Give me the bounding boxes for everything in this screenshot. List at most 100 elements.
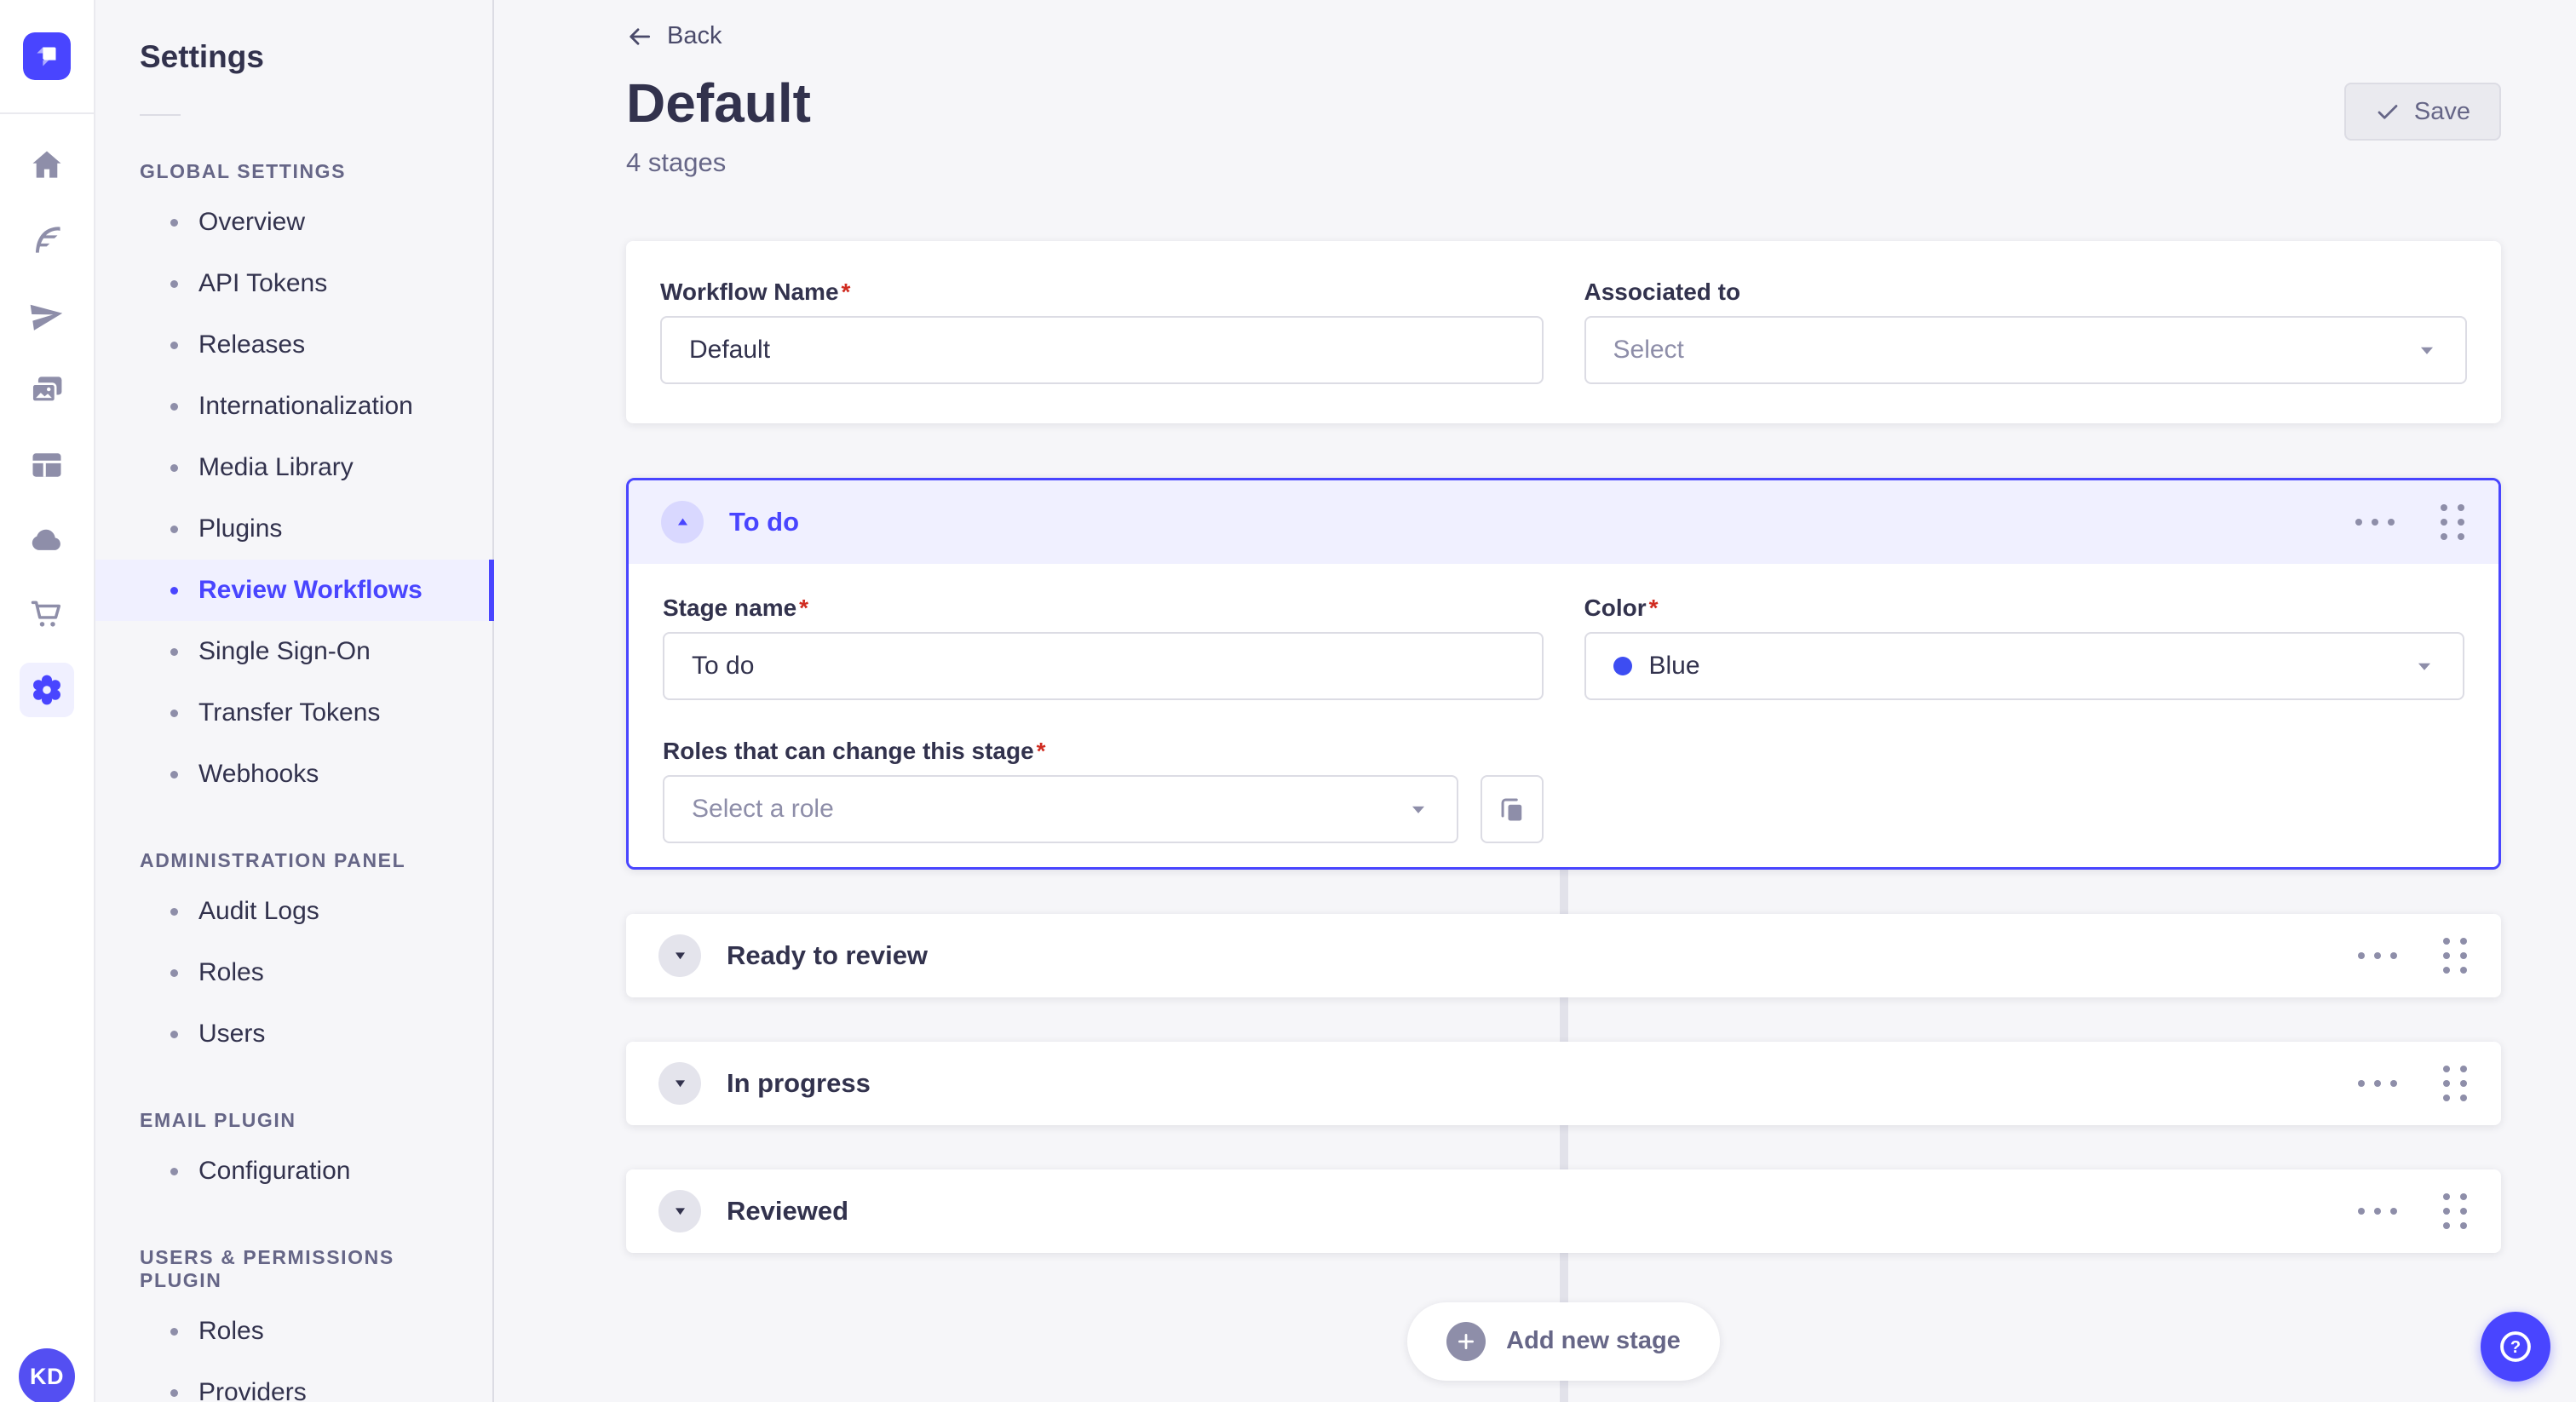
section-users-permissions-plugin: USERS & PERMISSIONS PLUGIN — [140, 1246, 394, 1291]
stage-header-to-do: To do — [629, 480, 2498, 564]
page-title: Default — [626, 72, 811, 134]
required-asterisk: * — [1648, 594, 1659, 621]
sidebar-title: Settings — [140, 39, 264, 74]
settings-gear-icon[interactable] — [20, 663, 74, 717]
arrow-left-icon — [630, 27, 651, 45]
stage-actions — [2355, 1060, 2469, 1106]
associated-to-select[interactable]: Select — [1584, 315, 2467, 384]
triangle-down-icon — [675, 1080, 685, 1088]
workflow-name-input[interactable] — [660, 315, 1544, 384]
expand-stage-button[interactable] — [658, 934, 701, 977]
strapi-logo[interactable] — [23, 32, 71, 80]
sidebar-title-divider — [140, 114, 181, 116]
stage-options-menu-icon[interactable] — [2355, 1199, 2401, 1223]
sidebar-item-single-sign-on[interactable]: Single Sign-On — [95, 621, 492, 682]
sidebar-item-audit-logs[interactable]: Audit Logs — [95, 881, 492, 942]
sidebar-item-releases[interactable]: Releases — [95, 314, 492, 376]
workflow-name-field-group: Workflow Name * — [660, 279, 1544, 384]
stage-actions — [2355, 933, 2469, 979]
bullet-icon — [170, 279, 178, 288]
bullet-icon — [170, 968, 178, 977]
main-content: Back Default 4 stages Save Workflow Name… — [494, 0, 2576, 1402]
add-stage-row: Add new stage — [626, 1301, 2501, 1381]
svg-text:?: ? — [2510, 1338, 2521, 1357]
check-icon — [2378, 105, 2398, 119]
chevron-down-icon — [2418, 663, 2431, 670]
roles-select[interactable]: Select a role — [663, 774, 1458, 843]
stage-options-menu-icon[interactable] — [2352, 510, 2398, 534]
duplicate-stage-button[interactable] — [1480, 774, 1544, 843]
content-manager-feather-icon[interactable] — [20, 213, 74, 267]
section-global-settings: GLOBAL SETTINGS — [140, 160, 347, 182]
sidebar-item-internationalization[interactable]: Internationalization — [95, 376, 492, 437]
sidebar-item-webhooks[interactable]: Webhooks — [95, 744, 492, 805]
sidebar-item-up-roles[interactable]: Roles — [95, 1301, 492, 1362]
section-email-plugin: EMAIL PLUGIN — [140, 1109, 296, 1131]
stage-options-menu-icon[interactable] — [2355, 944, 2401, 968]
stage-color-field-group: Color * Blue — [1584, 594, 2464, 700]
paper-plane-icon[interactable] — [20, 288, 74, 342]
required-asterisk: * — [799, 594, 809, 621]
stage-title: Ready to review — [727, 939, 929, 970]
triangle-down-icon — [675, 1208, 685, 1215]
section-administration-panel: ADMINISTRATION PANEL — [140, 849, 406, 871]
collapse-stage-button[interactable] — [661, 500, 704, 543]
bullet-icon — [170, 525, 178, 533]
expand-stage-button[interactable] — [658, 1061, 701, 1105]
back-link[interactable]: Back — [626, 22, 722, 50]
bullet-icon — [170, 1167, 178, 1175]
sidebar-item-providers[interactable]: Providers — [95, 1362, 492, 1402]
stage-options-menu-icon[interactable] — [2355, 1072, 2401, 1095]
stage-name-input[interactable] — [663, 631, 1544, 700]
stage-card-in-progress: In progress — [626, 1041, 2501, 1125]
stage-card-ready-to-review: Ready to review — [626, 913, 2501, 997]
sidebar-item-review-workflows[interactable]: Review Workflows — [95, 560, 494, 621]
drag-handle-icon[interactable] — [2441, 1188, 2469, 1234]
bullet-icon — [170, 1388, 178, 1397]
settings-sidebar: Settings GLOBAL SETTINGS Overview API To… — [95, 0, 494, 1402]
chevron-down-icon — [2420, 347, 2434, 354]
sidebar-item-configuration[interactable]: Configuration — [95, 1141, 492, 1202]
stage-title: Reviewed — [727, 1195, 849, 1226]
drag-handle-icon[interactable] — [2439, 499, 2466, 545]
sidebar-item-plugins[interactable]: Plugins — [95, 498, 492, 560]
marketplace-cart-icon[interactable] — [20, 588, 74, 642]
sidebar-item-api-tokens[interactable]: API Tokens — [95, 253, 492, 314]
color-label: Color * — [1584, 594, 1659, 621]
sidebar-item-users[interactable]: Users — [95, 1003, 492, 1065]
bullet-icon — [170, 402, 178, 411]
required-asterisk: * — [841, 278, 851, 305]
sidebar-item-overview[interactable]: Overview — [95, 192, 492, 253]
sidebar-item-media-library[interactable]: Media Library — [95, 437, 492, 498]
title-row: Default 4 stages Save — [626, 72, 2501, 178]
stage-actions — [2352, 499, 2466, 545]
cloud-icon[interactable] — [20, 513, 74, 567]
drag-handle-icon[interactable] — [2441, 1060, 2469, 1106]
stage-form: Stage name* Color* Blue Roles t — [629, 563, 2498, 867]
back-label: Back — [667, 22, 722, 49]
stage-actions — [2355, 1188, 2469, 1234]
save-button[interactable]: Save — [2343, 83, 2501, 141]
sidebar-item-admin-roles[interactable]: Roles — [95, 942, 492, 1003]
chevron-down-icon — [1412, 806, 1424, 813]
bullet-icon — [170, 341, 178, 349]
drag-handle-icon[interactable] — [2441, 933, 2469, 979]
expand-stage-button[interactable] — [658, 1189, 701, 1232]
color-select[interactable]: Blue — [1584, 631, 2464, 700]
blue-color-dot-icon — [1613, 656, 1632, 675]
stage-title: In progress — [727, 1067, 871, 1098]
help-button[interactable]: ? — [2481, 1312, 2550, 1382]
sidebar-item-transfer-tokens[interactable]: Transfer Tokens — [95, 682, 492, 744]
media-library-icon[interactable] — [20, 363, 74, 417]
bullet-icon — [170, 709, 178, 717]
avatar[interactable]: KD — [19, 1348, 75, 1402]
stage-roles-field-group: Roles that can change this stage * Select… — [663, 738, 1544, 843]
stages-list: To do Stage name* Color* — [626, 477, 2501, 1402]
add-new-stage-button[interactable]: Add new stage — [1407, 1301, 1720, 1381]
home-icon[interactable] — [20, 138, 74, 192]
bullet-icon — [170, 463, 178, 472]
workflow-form-card: Workflow Name* Associated to Select — [626, 240, 2501, 423]
bullet-icon — [170, 1030, 178, 1038]
roles-label: Roles that can change this stage * — [663, 737, 1046, 764]
content-type-builder-icon[interactable] — [20, 438, 74, 492]
